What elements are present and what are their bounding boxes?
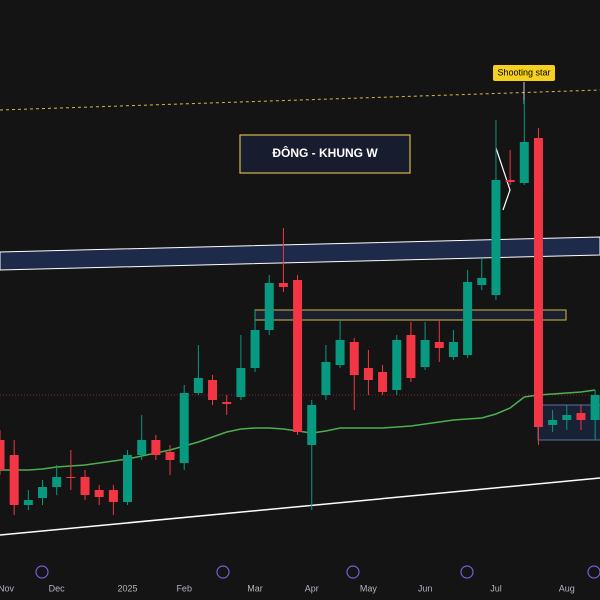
candle-body: [236, 368, 246, 397]
candle-body: [0, 440, 5, 470]
resistance-band: [0, 236, 600, 271]
candle-body: [9, 455, 19, 505]
candle-body: [137, 440, 147, 455]
callout-label: Shooting star: [497, 67, 550, 77]
candle-body: [123, 455, 133, 502]
x-tick-label: Jun: [418, 583, 433, 593]
candle-body: [590, 395, 600, 420]
x-tick-label: Dec: [49, 583, 66, 593]
candle-body: [548, 420, 558, 425]
x-tick-label: Aug: [559, 583, 575, 593]
trend-line: [0, 477, 600, 536]
icon[interactable]: [460, 565, 474, 579]
icon[interactable]: [346, 565, 360, 579]
candle-body: [420, 340, 430, 367]
candle-body: [378, 372, 388, 392]
icon[interactable]: [35, 565, 49, 579]
candle-body: [392, 340, 402, 390]
x-tick-label: May: [360, 583, 378, 593]
candle-body: [562, 415, 572, 420]
candle-body: [38, 487, 48, 498]
candle-body: [222, 402, 232, 404]
candle-body: [278, 283, 288, 287]
x-tick-label: Apr: [305, 583, 319, 593]
callout-box: [493, 65, 555, 81]
candle-body: [406, 335, 416, 378]
plot: [0, 100, 600, 515]
candle-body: [491, 180, 501, 295]
wedge-line: [495, 147, 511, 211]
candle-body: [151, 440, 161, 455]
resistance-line: [0, 89, 600, 111]
title-box: [239, 134, 411, 174]
candle-body: [448, 342, 458, 357]
x-tick-label: 2025: [118, 583, 138, 593]
candle-body: [321, 362, 331, 395]
candle-body: [576, 413, 586, 420]
candle-body: [208, 380, 218, 400]
icon[interactable]: [216, 565, 230, 579]
candle-body: [193, 378, 203, 393]
title-label: ĐÔNG - KHUNG W: [272, 145, 378, 160]
candle-body: [519, 142, 529, 183]
x-tick-label: Feb: [176, 583, 192, 593]
candle-body: [477, 278, 487, 285]
x-tick-label: Nov: [0, 583, 14, 593]
candle-body: [363, 368, 373, 380]
drawings: [0, 82, 600, 536]
candle-body: [533, 138, 543, 427]
candle-body: [165, 452, 175, 460]
candle-body: [179, 393, 189, 463]
x-tick-label: Mar: [247, 583, 263, 593]
candle-body: [108, 490, 118, 502]
candle-body: [434, 342, 444, 348]
replay-icons: [35, 565, 600, 579]
icon[interactable]: [587, 565, 600, 579]
candle-body: [80, 477, 90, 495]
candle-body: [463, 282, 473, 355]
candle-body: [505, 180, 515, 182]
candle-body: [23, 500, 33, 505]
candle-body: [349, 342, 359, 375]
candle-body: [52, 477, 62, 487]
candle-body: [335, 340, 345, 365]
candle-body: [250, 330, 260, 368]
candle-body: [66, 477, 76, 478]
candle-body: [307, 405, 317, 445]
candle-body: [94, 490, 104, 497]
candle-body: [293, 280, 303, 432]
candle-body: [264, 283, 274, 330]
x-tick-label: Jul: [490, 583, 502, 593]
